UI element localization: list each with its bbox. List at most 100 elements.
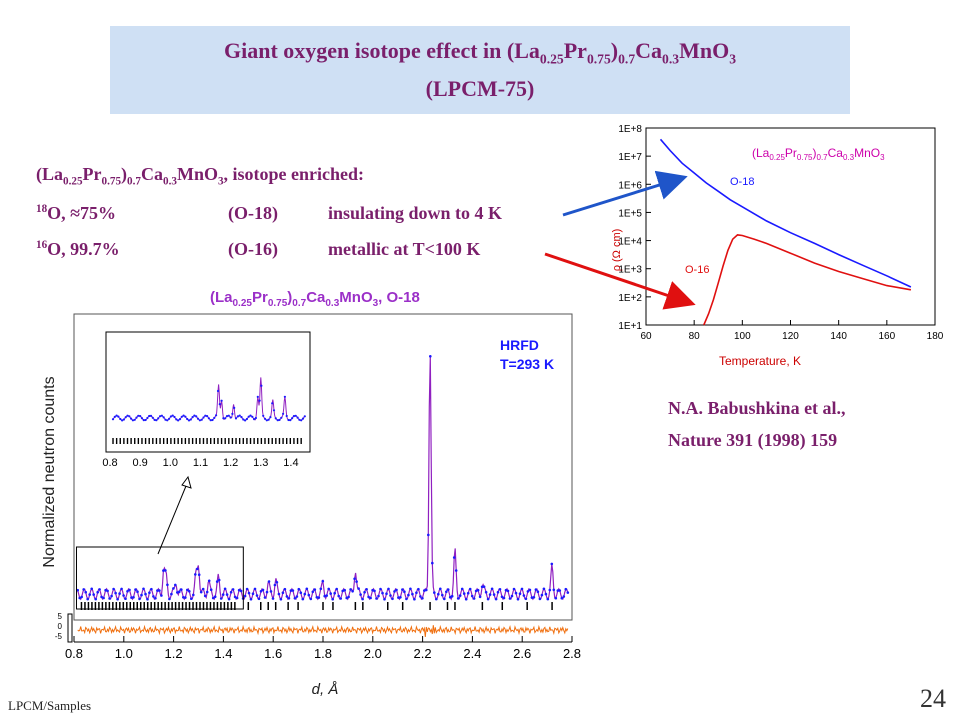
rho-xtick-label: 140 bbox=[830, 331, 847, 342]
nd-observed-point bbox=[132, 596, 135, 599]
nd-observed-point bbox=[130, 596, 133, 599]
nd-inset-point bbox=[202, 416, 205, 419]
nd-inset-point bbox=[242, 418, 245, 421]
nd-inset-point bbox=[195, 415, 198, 418]
nd-inset-point bbox=[149, 414, 153, 417]
nd-observed-point bbox=[476, 588, 480, 592]
nd-inset-point bbox=[130, 417, 133, 420]
rho-ytick-label: 1E+3 bbox=[618, 265, 642, 276]
nd-observed-point bbox=[548, 588, 552, 592]
nd-observed-point bbox=[311, 590, 315, 594]
nd-inset-point bbox=[206, 415, 209, 418]
nd-inset-point bbox=[193, 414, 196, 417]
nd-observed-point bbox=[158, 589, 161, 592]
nd-inset-point bbox=[207, 417, 210, 420]
rho-xtick-label: 60 bbox=[640, 331, 652, 342]
nd-observed-point bbox=[540, 593, 544, 597]
nd-inset-point bbox=[200, 418, 203, 421]
nd-inset-point bbox=[189, 418, 192, 421]
nd-inset-point bbox=[278, 418, 281, 421]
nd-observed-point bbox=[550, 562, 554, 566]
nd-observed-point bbox=[405, 597, 408, 601]
nd-observed-point bbox=[323, 594, 327, 598]
nd-inset-point bbox=[283, 395, 286, 398]
nd-observed-point bbox=[243, 594, 247, 598]
nd-observed-point bbox=[443, 597, 446, 601]
nd-inset-point bbox=[296, 416, 299, 419]
nd-observed-point bbox=[321, 579, 325, 583]
nd-observed-point bbox=[532, 596, 536, 599]
nd-inset-xtick-label: 1.1 bbox=[193, 457, 208, 469]
nd-xtick-label: 1.0 bbox=[115, 646, 133, 661]
nd-inset-point bbox=[178, 418, 182, 421]
nd-inset-xtick-label: 1.4 bbox=[283, 457, 298, 469]
nd-inset-point bbox=[187, 419, 191, 422]
nd-observed-point bbox=[562, 595, 566, 598]
nd-observed-point bbox=[112, 587, 115, 591]
nd-observed-point bbox=[337, 594, 341, 598]
nd-observed-point bbox=[178, 590, 181, 593]
rho-ytick-label: 1E+6 bbox=[618, 180, 642, 191]
nd-observed-point bbox=[182, 596, 185, 599]
nd-observed-point bbox=[369, 596, 372, 600]
nd-inset-point bbox=[119, 417, 122, 421]
nd-inset-point bbox=[222, 417, 225, 420]
nd-observed-point bbox=[162, 569, 165, 572]
nd-observed-point bbox=[261, 588, 265, 592]
nd-observed-point bbox=[215, 580, 219, 583]
nd-observed-point bbox=[490, 587, 494, 591]
nd-observed-point bbox=[108, 597, 111, 600]
nd-observed-point bbox=[207, 579, 211, 583]
nd-inset-point bbox=[182, 414, 185, 417]
nd-inset-point bbox=[225, 415, 229, 418]
nd-inset-point bbox=[276, 419, 279, 422]
nd-inset-point bbox=[231, 412, 234, 415]
nd-observed-point bbox=[558, 589, 562, 592]
nd-observed-point bbox=[150, 587, 153, 591]
nd-inset-point bbox=[269, 416, 272, 419]
nd-inset-point bbox=[263, 417, 267, 420]
nd-observed-point bbox=[387, 587, 390, 591]
rho-xtick-label: 100 bbox=[734, 331, 751, 342]
nd-observed-point bbox=[419, 595, 422, 598]
nd-inset-point bbox=[234, 417, 238, 420]
nd-inset-point bbox=[251, 415, 254, 418]
nd-observed-point bbox=[80, 595, 83, 599]
nd-observed-point bbox=[303, 592, 307, 596]
nd-inset-point bbox=[213, 416, 216, 419]
nd-observed-point bbox=[285, 595, 289, 598]
nd-inset-point bbox=[131, 419, 134, 422]
nd-observed-point bbox=[407, 593, 410, 597]
nd-observed-point bbox=[251, 592, 255, 595]
nd-observed-point bbox=[102, 596, 105, 600]
nd-observed-point bbox=[448, 595, 452, 599]
nd-inset-point bbox=[151, 416, 154, 419]
nd-observed-point bbox=[120, 587, 123, 591]
rho-chart-xlabel: Temperature, K bbox=[719, 354, 801, 368]
nd-observed-point bbox=[140, 593, 143, 597]
nd-observed-point bbox=[399, 596, 402, 599]
nd-observed-point bbox=[335, 587, 339, 591]
nd-observed-point bbox=[409, 587, 412, 591]
nd-observed-point bbox=[454, 569, 458, 572]
nd-observed-point bbox=[289, 589, 293, 592]
nd-observed-point bbox=[450, 594, 454, 598]
nd-observed-point bbox=[437, 592, 440, 596]
nd-observed-point bbox=[96, 590, 99, 594]
nd-observed-point bbox=[413, 597, 416, 601]
nd-observed-point bbox=[353, 577, 356, 581]
nd-observed-point bbox=[192, 593, 195, 597]
nd-observed-point bbox=[514, 591, 518, 595]
nd-observed-point bbox=[484, 590, 488, 594]
nd-observed-point bbox=[472, 597, 476, 600]
nd-observed-point bbox=[516, 597, 520, 601]
nd-observed-point bbox=[381, 591, 384, 595]
nd-inset-point bbox=[184, 415, 187, 418]
nd-observed-point bbox=[433, 591, 436, 594]
nd-observed-point bbox=[546, 597, 550, 601]
nd-inset-point bbox=[216, 389, 220, 393]
nd-inset-point bbox=[144, 418, 147, 422]
nd-inset-xtick-label: 1.2 bbox=[223, 457, 238, 469]
nd-observed-point bbox=[146, 597, 149, 601]
nd-zoom-arrow-line bbox=[157, 485, 187, 555]
